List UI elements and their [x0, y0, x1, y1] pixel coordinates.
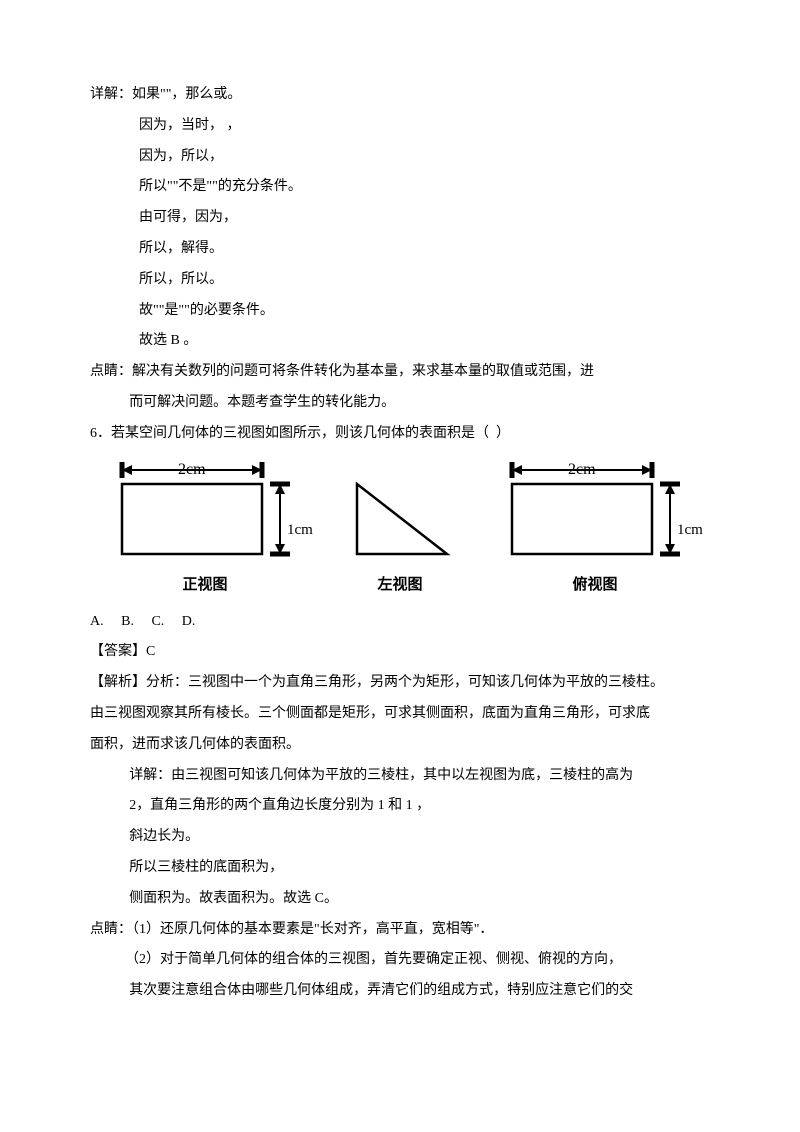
solution-detail-line: 所以，所以。	[90, 265, 710, 296]
solution-detail-line: 2，直角三角形的两个直角边长度分别为 1 和 1 ，	[90, 791, 710, 822]
solution-detail-line: 所以，解得。	[90, 234, 710, 265]
analysis-line: 【解析】分析：三视图中一个为直角三角形，另两个为矩形，可知该几何体为平放的三棱柱…	[90, 668, 710, 699]
solution-detail-line: 故""是""的必要条件。	[90, 296, 710, 327]
solution-detail-line: 所以三棱柱的底面积为，	[90, 853, 710, 884]
figure-caption: 正视图	[182, 568, 227, 601]
top-view: 2cm 1cm 俯视图	[500, 458, 690, 601]
comment-line: 其次要注意组合体由哪些几何体组成，弄清它们的组成方式，特别应注意它们的交	[90, 976, 710, 1007]
side-view-svg	[345, 458, 455, 566]
solution-detail-line: 详解：如果""，那么或。	[90, 80, 710, 111]
options-line: A. B. C. D.	[90, 607, 710, 638]
solution-detail-line: 斜边长为。	[90, 822, 710, 853]
solution-detail-line: 详解：由三视图可知该几何体为平放的三棱柱，其中以左视图为底，三棱柱的高为	[90, 761, 710, 792]
solution-detail-line: 因为，所以，	[90, 142, 710, 173]
figure-caption: 俯视图	[572, 568, 617, 601]
solution-detail-line: 由可得，因为，	[90, 203, 710, 234]
front-view-svg: 2cm	[110, 458, 300, 566]
dim-label: 1cm	[677, 514, 703, 547]
analysis-line: 由三视图观察其所有棱长。三个侧面都是矩形，可求其侧面积，底面为直角三角形，可求底	[90, 699, 710, 730]
side-view: 左视图	[345, 458, 455, 601]
analysis-line: 面积，进而求该几何体的表面积。	[90, 730, 710, 761]
solution-detail-line: 所以""不是""的充分条件。	[90, 172, 710, 203]
answer-line: 【答案】C	[90, 637, 710, 668]
comment-line: 而可解决问题。本题考查学生的转化能力。	[90, 388, 710, 419]
solution-detail-line: 故选 B 。	[90, 326, 710, 357]
front-view: 2cm 1cm 正视图	[110, 458, 300, 601]
figure-caption: 左视图	[377, 568, 422, 601]
comment-line: 点睛：（1）还原几何体的基本要素是"长对齐，高平直，宽相等"．	[90, 915, 710, 946]
dim-label: 1cm	[287, 514, 313, 547]
comment-line: 点睛：解决有关数列的问题可将条件转化为基本量，来求基本量的取值或范围，进	[90, 357, 710, 388]
question-stem: 6．若某空间几何体的三视图如图所示，则该几何体的表面积是（ ）	[90, 419, 710, 450]
dim-label: 2cm	[178, 461, 206, 478]
solution-detail-line: 因为，当时， ，	[90, 111, 710, 142]
three-views-figure: 2cm 1cm 正视图 左视图 2cm	[110, 458, 690, 601]
comment-line: （2）对于简单几何体的组合体的三视图，首先要确定正视、侧视、俯视的方向，	[90, 945, 710, 976]
top-view-svg: 2cm	[500, 458, 690, 566]
solution-detail-line: 侧面积为。故表面积为。故选 C。	[90, 884, 710, 915]
dim-label: 2cm	[568, 461, 596, 478]
